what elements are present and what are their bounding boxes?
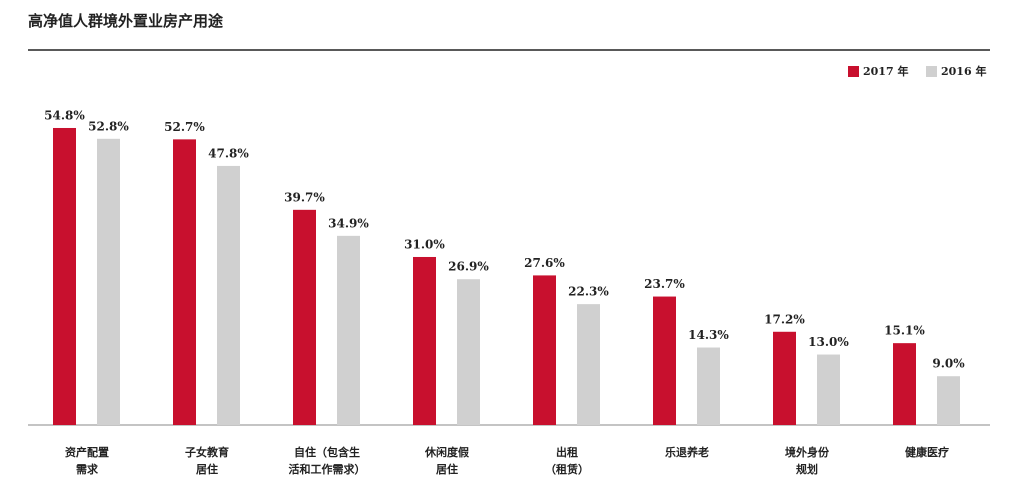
- value-label: 34.9%: [328, 216, 369, 230]
- x-tick-label: 自住（包含生: [294, 445, 360, 459]
- bar: [337, 235, 360, 425]
- bar: [457, 279, 480, 425]
- x-tick-label: 需求: [76, 462, 99, 476]
- value-label: 52.8%: [88, 119, 129, 133]
- x-tick-label: 居住: [436, 462, 458, 476]
- value-label: 13.0%: [808, 335, 849, 349]
- value-label: 15.1%: [884, 324, 925, 338]
- bar: [937, 376, 960, 425]
- bar: [217, 165, 240, 425]
- x-tick-label: 规划: [796, 462, 818, 476]
- value-label: 17.2%: [764, 312, 805, 326]
- value-label: 26.9%: [448, 260, 489, 274]
- bar: [413, 256, 436, 425]
- value-label: 54.8%: [44, 108, 85, 122]
- value-label: 31.0%: [404, 237, 445, 251]
- bar: [817, 354, 840, 425]
- x-tick-label: 境外身份: [785, 445, 830, 459]
- value-label: 23.7%: [644, 277, 685, 291]
- bar: [293, 209, 316, 425]
- legend-swatch: [926, 66, 937, 77]
- x-tick-label: 子女教育: [185, 445, 229, 459]
- x-tick-label: 健康医疗: [905, 445, 949, 459]
- x-tick-label: 出租: [556, 445, 578, 459]
- value-label: 39.7%: [284, 190, 325, 204]
- value-label: 52.7%: [164, 120, 205, 134]
- legend-swatch: [848, 66, 859, 77]
- legend-label: 2017 年: [863, 64, 908, 78]
- x-tick-label: 活和工作需求）: [289, 462, 366, 476]
- bar: [577, 304, 600, 425]
- x-tick-label: 居住: [196, 462, 218, 476]
- bar: [893, 343, 916, 425]
- x-tick-label: 休闲度假: [424, 445, 470, 459]
- bar: [173, 139, 196, 425]
- bar: [53, 127, 76, 425]
- x-tick-label: （租赁）: [545, 462, 589, 476]
- chart-title: 高净值人群境外置业房产用途: [28, 12, 224, 30]
- bar: [653, 296, 676, 425]
- x-tick-label: 乐退养老: [665, 445, 709, 459]
- value-label: 27.6%: [524, 256, 565, 270]
- x-tick-label: 资产配置: [65, 445, 109, 459]
- bar: [97, 138, 120, 425]
- legend-label: 2016 年: [941, 64, 986, 78]
- value-label: 22.3%: [568, 285, 609, 299]
- bar: [533, 275, 556, 425]
- value-label: 9.0%: [932, 357, 965, 371]
- value-label: 14.3%: [688, 328, 729, 342]
- bar: [697, 347, 720, 425]
- bar: [773, 331, 796, 425]
- value-label: 47.8%: [208, 146, 249, 160]
